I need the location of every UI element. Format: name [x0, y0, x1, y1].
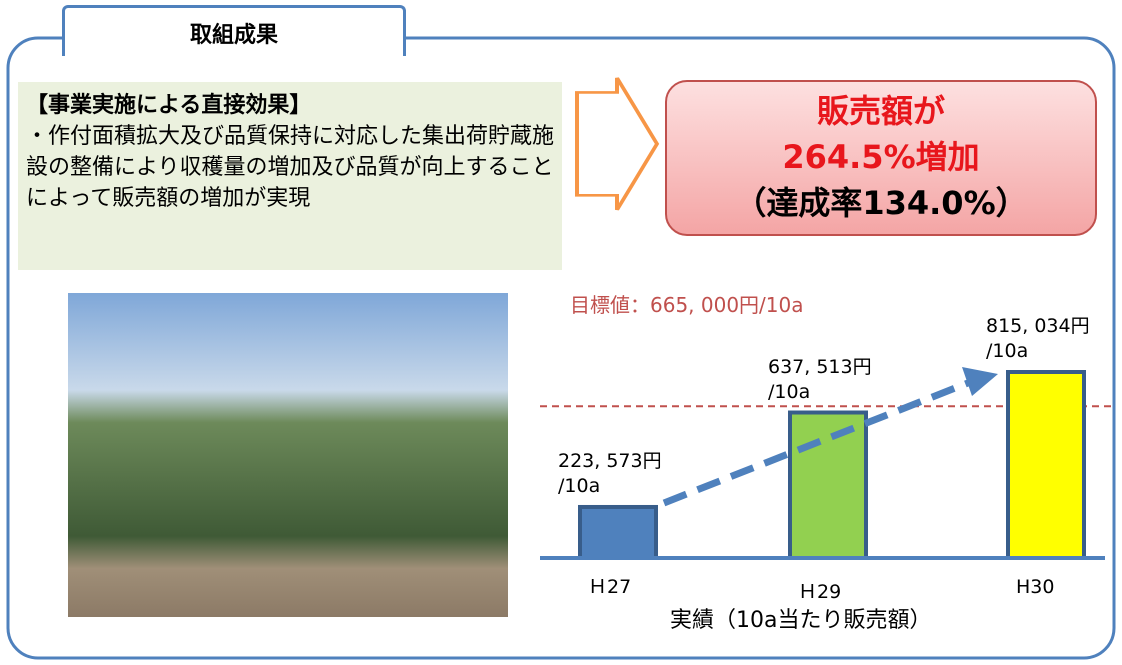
- x-tick-label: Ｈ29: [798, 580, 841, 605]
- trend-arrowhead: [962, 367, 998, 396]
- x-tick-label: H30: [1016, 575, 1054, 600]
- bar: [580, 507, 656, 558]
- bar: [1008, 372, 1084, 558]
- x-axis-label: 実績（10a当たり販売額）: [670, 608, 931, 633]
- target-label: 目標値：665, 000円/10a: [570, 293, 804, 318]
- value-label: 223, 573円 /10a: [558, 449, 662, 499]
- chart: [0, 0, 1122, 665]
- value-label: 637, 513円 /10a: [768, 355, 872, 405]
- x-tick-label: Ｈ27: [588, 575, 631, 600]
- bar: [790, 413, 866, 558]
- value-label: 815, 034円 /10a: [986, 314, 1090, 364]
- page: 取組成果 【事業実施による直接効果】 ・作付面積拡大及び品質保持に対応した集出荷…: [0, 0, 1122, 665]
